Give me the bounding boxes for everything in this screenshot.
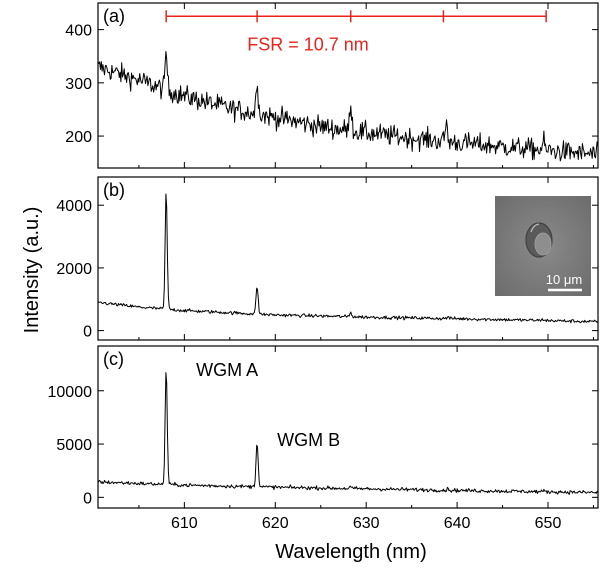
y-axis-label: Intensity (a.u.) [21, 207, 43, 334]
inset-micrograph: 10 μm [495, 196, 591, 296]
x-tick-label: 620 [262, 515, 289, 532]
y-tick-label: 5000 [56, 437, 92, 454]
panel-c: 0 5000 10000 (c) WGM A WGM B 610 620 630 640 650 [48, 345, 599, 532]
droplet-inner [534, 232, 552, 256]
y-tick-label: 0 [83, 490, 92, 507]
plot-frame-b [97, 176, 599, 341]
y-tick-label: 400 [65, 23, 92, 40]
x-tick-label: 610 [171, 515, 198, 532]
plot-frame-c [97, 345, 599, 509]
panels: 200 300 400 (a) FSR = 10.7 nm 0 2000 4000 (b) 10 … [48, 2, 599, 532]
x-tick-label: 640 [444, 515, 471, 532]
fsr-bracket: FSR = 10.7 nm [165, 10, 547, 54]
panel-label-c: (c) [103, 349, 124, 369]
spectrum-line-a [97, 51, 599, 162]
y-tick-label: 2000 [56, 261, 92, 278]
x-tick-label: 630 [353, 515, 380, 532]
y-tick-label: 0 [83, 324, 92, 341]
panel-a: 200 300 400 (a) FSR = 10.7 nm [65, 2, 599, 169]
panel-b: 0 2000 4000 (b) 10 μm [56, 176, 599, 341]
annotation-wgm: WGM B [277, 430, 340, 450]
y-tick-label: 300 [65, 76, 92, 93]
scale-bar-label: 10 μm [546, 272, 582, 287]
x-tick-label: 650 [535, 515, 562, 532]
fsr-label: FSR = 10.7 nm [247, 34, 369, 54]
droplet-highlight [530, 223, 540, 233]
panel-label-a: (a) [103, 6, 125, 26]
y-tick-label: 200 [65, 129, 92, 146]
spectrum-line-b [97, 193, 599, 324]
x-axis-label: Wavelength (nm) [275, 541, 427, 563]
y-tick-label: 4000 [56, 198, 92, 215]
panel-label-b: (b) [103, 180, 125, 200]
annotation-wgm: WGM A [196, 360, 258, 380]
plot-frame-a [97, 2, 599, 169]
spectrum-line-c [97, 372, 599, 495]
y-tick-label: 10000 [48, 384, 93, 401]
